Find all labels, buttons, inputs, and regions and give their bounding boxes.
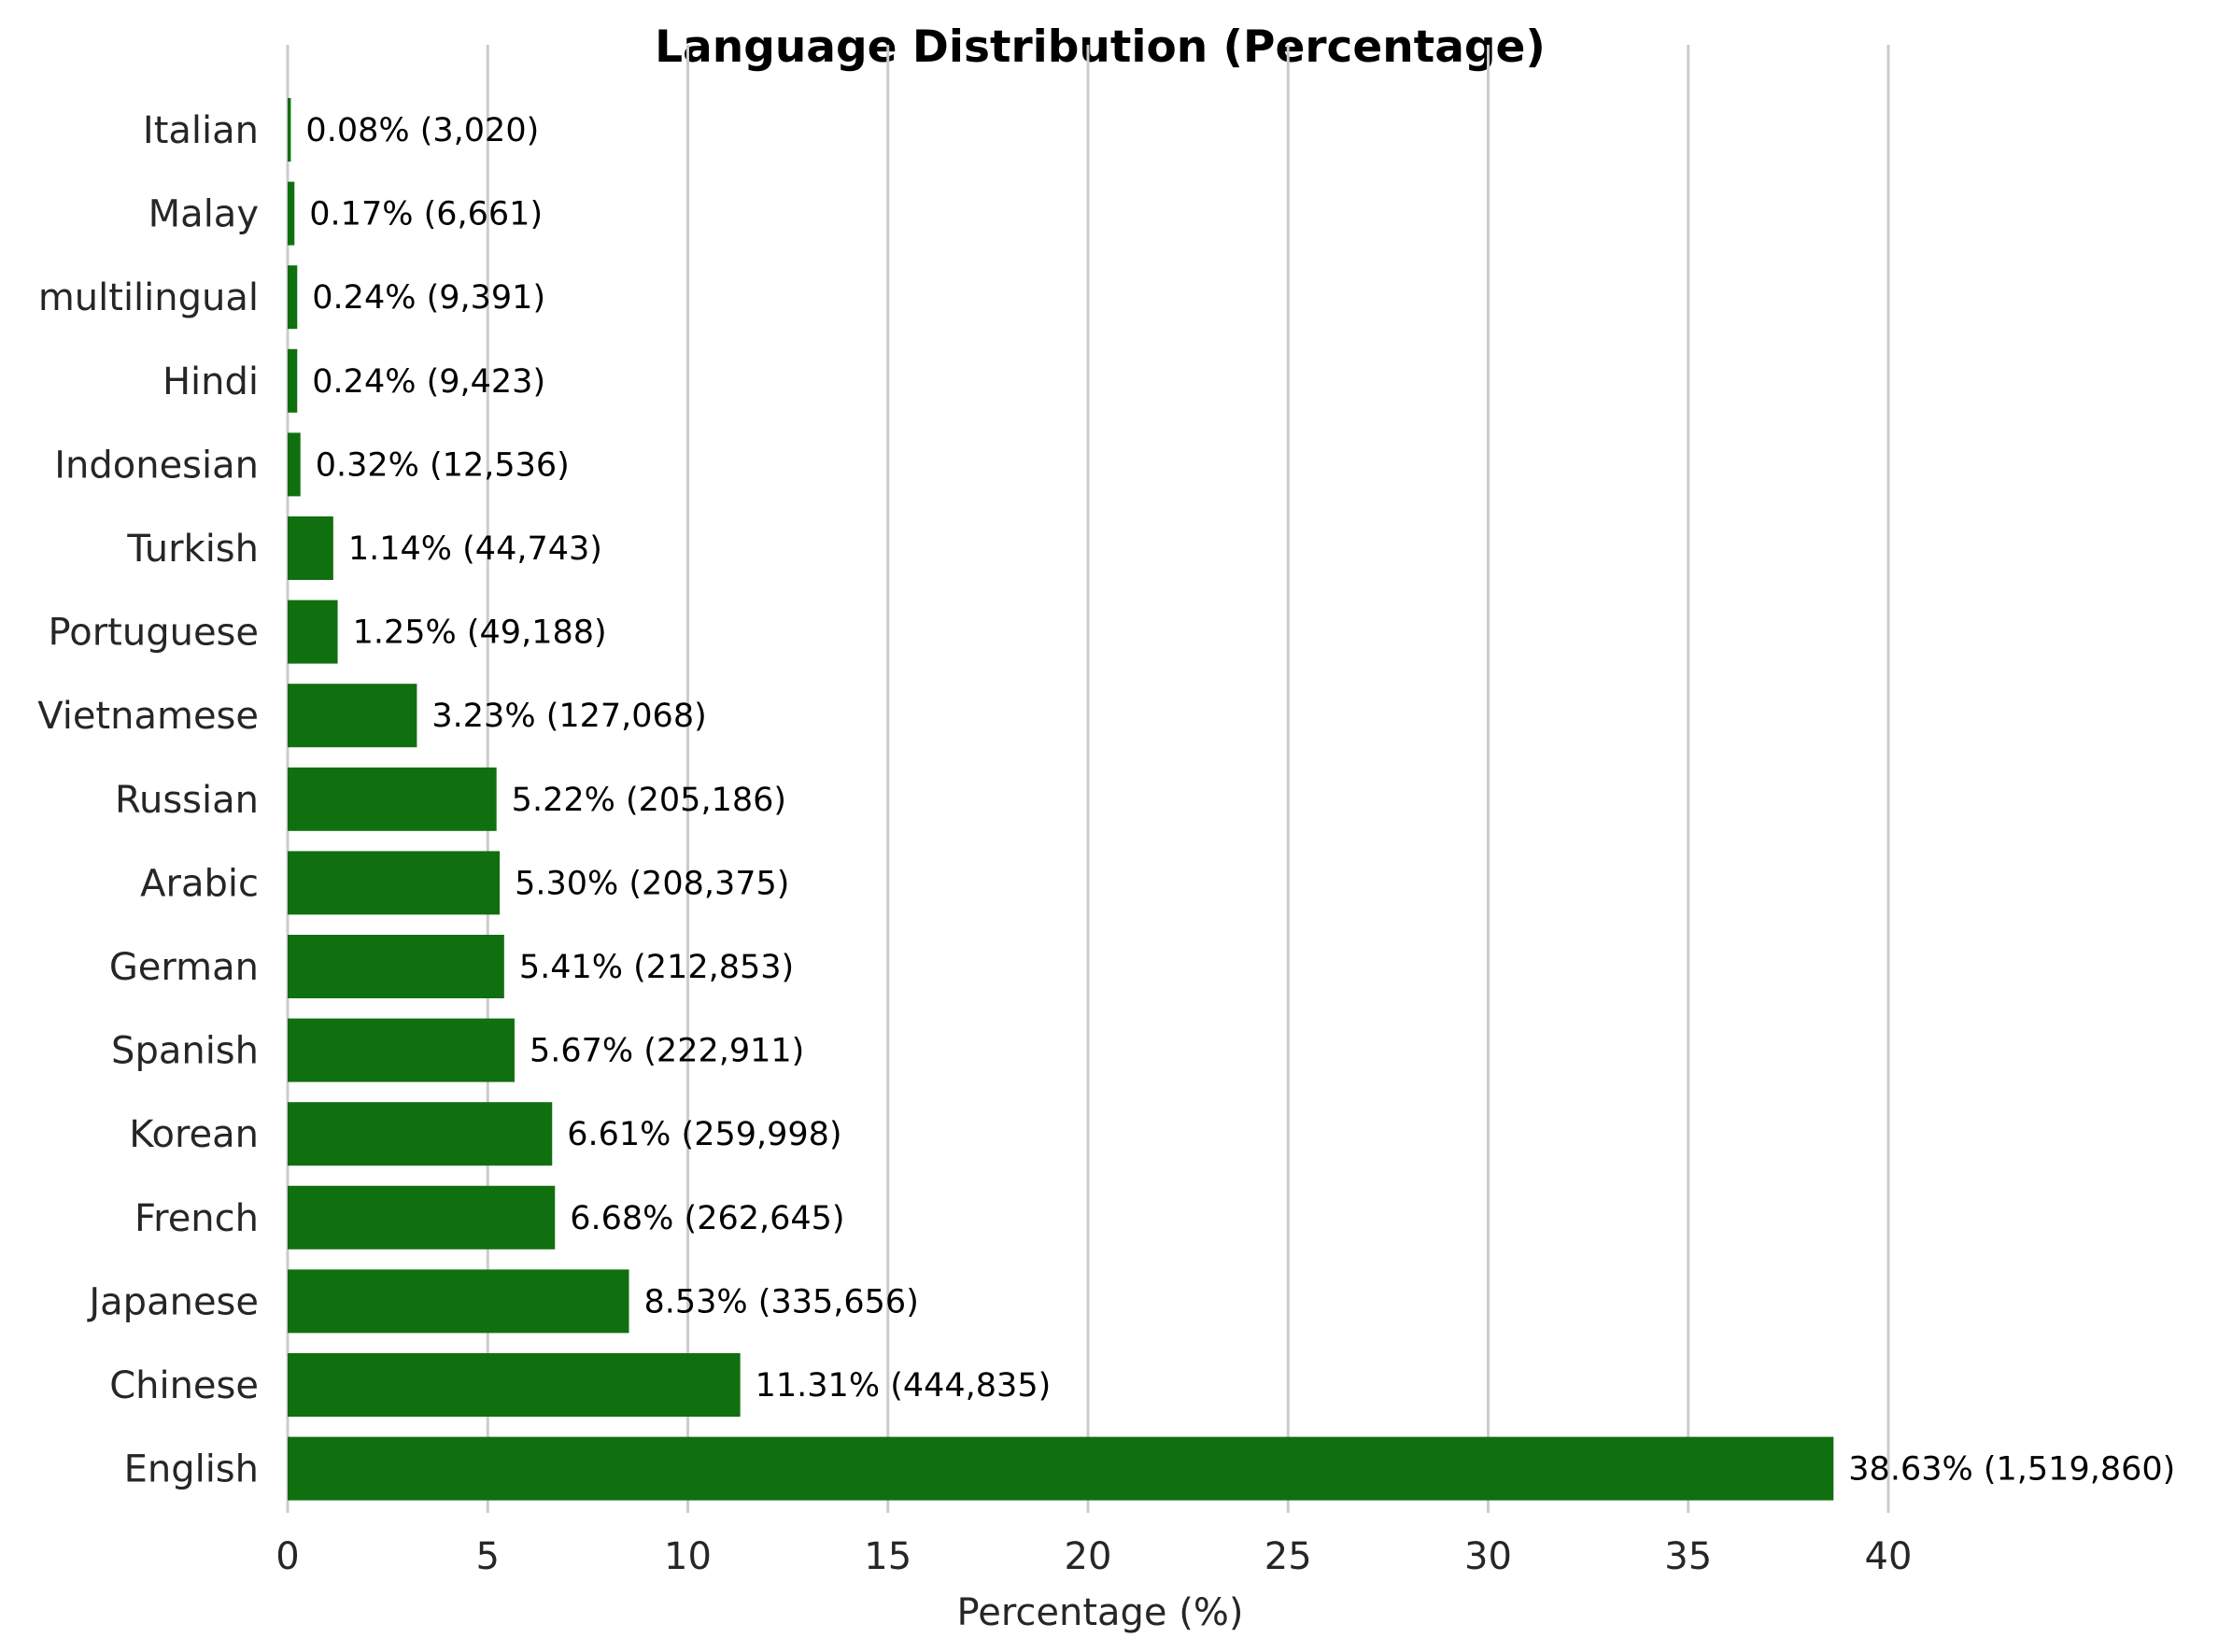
y-tick-label: Portuguese [49, 612, 259, 655]
data-label: 1.14% (44,743) [348, 530, 602, 568]
bar-chinese [288, 1353, 741, 1417]
x-axis-label: Percentage (%) [957, 1591, 1244, 1634]
bar-indonesian [288, 432, 301, 497]
y-tick-label: Japanese [86, 1280, 259, 1323]
data-label: 5.22% (205,186) [512, 782, 786, 819]
y-tick-label: multilingual [38, 276, 259, 319]
bar-turkish [288, 516, 333, 580]
bar-portuguese [288, 600, 338, 664]
data-label: 38.63% (1,519,860) [1848, 1451, 2175, 1489]
bar-multilingual [288, 265, 298, 330]
y-tick-label: Korean [129, 1113, 259, 1156]
data-label: 6.61% (259,998) [567, 1116, 841, 1153]
x-tick-label: 25 [1264, 1535, 1312, 1578]
bar-french [288, 1185, 556, 1250]
y-tick-label: Arabic [140, 862, 259, 905]
data-label: 5.41% (212,853) [519, 949, 794, 986]
bar-hindi [288, 348, 298, 413]
data-label: 0.24% (9,423) [312, 363, 545, 401]
bar-korean [288, 1102, 553, 1166]
bars [288, 98, 1834, 1501]
y-axis-tick-labels: Italian Malay multilingual Hindi Indonesian T… [37, 109, 259, 1491]
y-tick-label: Turkish [126, 528, 259, 571]
y-tick-label: English [124, 1448, 259, 1491]
y-tick-label: Chinese [109, 1364, 259, 1407]
y-tick-label: Italian [143, 109, 259, 152]
x-tick-label: 0 [275, 1535, 299, 1578]
data-label: 0.08% (3,020) [305, 112, 539, 149]
x-tick-label: 15 [864, 1535, 911, 1578]
y-tick-label: Spanish [111, 1030, 259, 1073]
data-label: 0.32% (12,536) [316, 446, 570, 484]
y-tick-label: Vietnamese [37, 695, 259, 738]
bar-german [288, 935, 504, 998]
data-label: 11.31% (444,835) [756, 1367, 1052, 1405]
x-tick-label: 35 [1664, 1535, 1712, 1578]
y-tick-label: Russian [115, 779, 259, 822]
data-label: 5.30% (208,375) [515, 865, 789, 902]
y-tick-label: German [109, 946, 259, 989]
y-tick-label: Malay [148, 193, 259, 236]
data-label: 0.17% (6,661) [309, 196, 543, 233]
data-label: 3.23% (127,068) [431, 698, 706, 735]
bar-arabic [288, 851, 501, 915]
x-tick-label: 5 [476, 1535, 500, 1578]
bar-spanish [288, 1018, 515, 1082]
x-tick-label: 20 [1065, 1535, 1112, 1578]
y-tick-label: Indonesian [54, 444, 259, 487]
x-axis-tick-labels: 0 5 10 15 20 25 30 35 40 [275, 1535, 1912, 1578]
chart-title: Language Distribution (Percentage) [655, 21, 1546, 73]
data-labels: 0.08% (3,020) 0.17% (6,661) 0.24% (9,391) 0… [305, 112, 2175, 1489]
data-label: 5.67% (222,911) [530, 1033, 804, 1070]
y-tick-label: French [134, 1197, 259, 1240]
x-tick-label: 10 [664, 1535, 712, 1578]
data-label: 8.53% (335,656) [644, 1283, 919, 1320]
bar-vietnamese [288, 684, 417, 748]
x-tick-label: 40 [1865, 1535, 1913, 1578]
data-label: 6.68% (262,645) [570, 1200, 844, 1237]
bar-english [288, 1436, 1834, 1501]
bar-malay [288, 181, 295, 246]
x-tick-label: 30 [1464, 1535, 1512, 1578]
data-label: 0.24% (9,391) [312, 279, 545, 317]
y-tick-label: Hindi [162, 360, 259, 403]
bar-russian [288, 767, 497, 831]
bar-japanese [288, 1269, 629, 1334]
data-label: 1.25% (49,188) [353, 614, 607, 652]
bar-italian [288, 98, 291, 162]
grid-lines [286, 45, 1890, 1513]
